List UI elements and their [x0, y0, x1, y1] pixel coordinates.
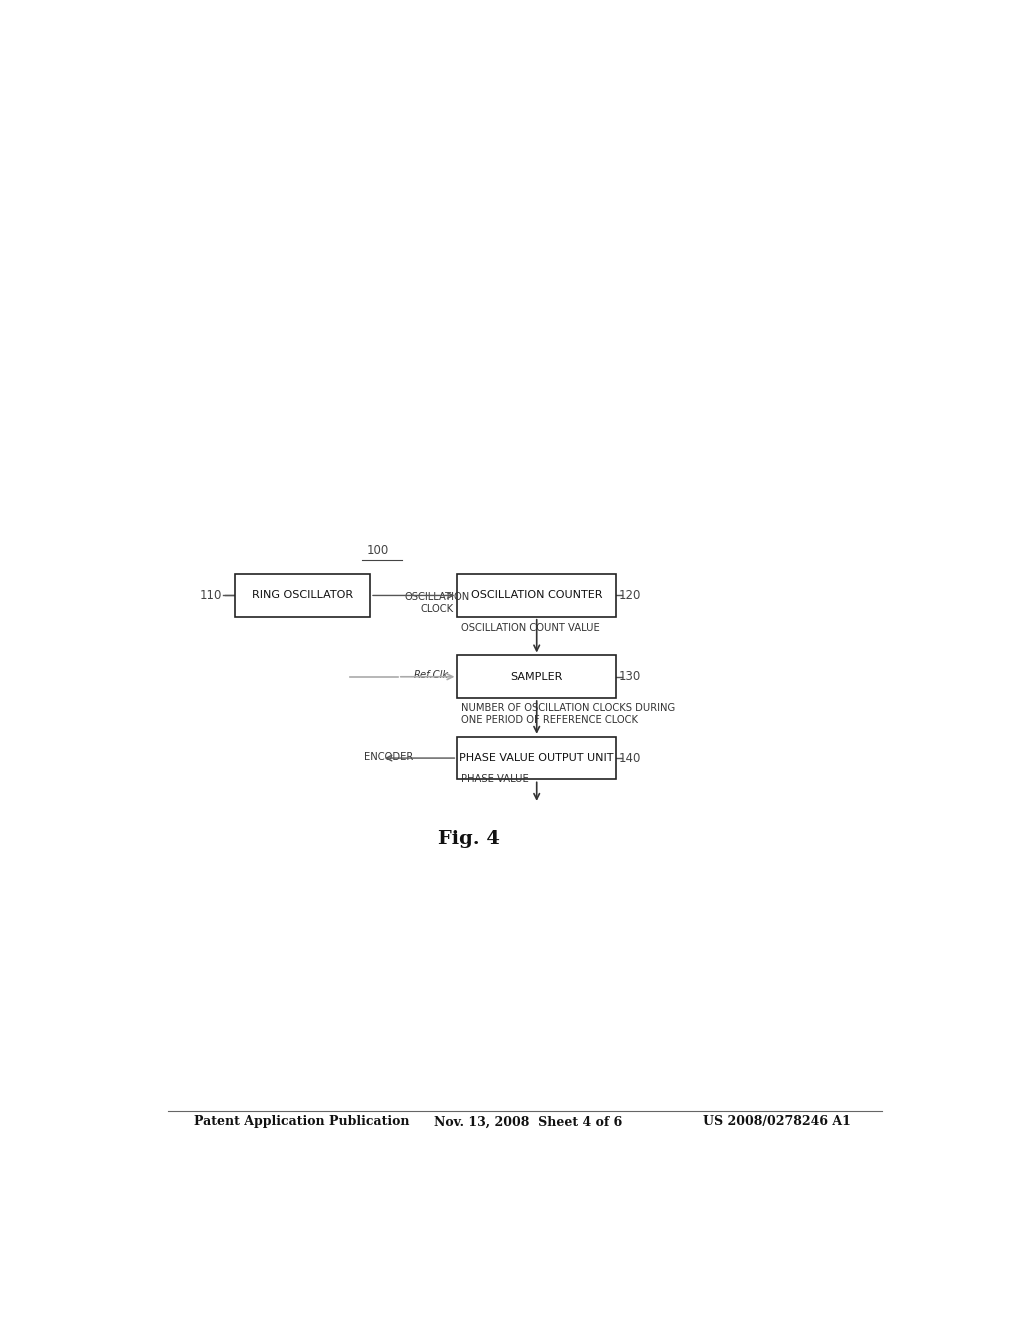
Text: ENCODER: ENCODER: [365, 752, 414, 762]
Text: 130: 130: [618, 671, 641, 684]
Text: OSCILLATION COUNT VALUE: OSCILLATION COUNT VALUE: [461, 623, 600, 632]
Text: US 2008/0278246 A1: US 2008/0278246 A1: [703, 1115, 851, 1129]
Text: NUMBER OF OSCILLATION CLOCKS DURING
ONE PERIOD OF REFERENCE CLOCK: NUMBER OF OSCILLATION CLOCKS DURING ONE …: [461, 704, 676, 725]
Text: 140: 140: [618, 751, 641, 764]
Bar: [236, 574, 370, 616]
Text: Ref.Clk: Ref.Clk: [414, 669, 449, 680]
Text: 100: 100: [367, 544, 389, 557]
Text: OSCILLATION COUNTER: OSCILLATION COUNTER: [471, 590, 602, 601]
Bar: [458, 737, 616, 779]
Text: RING OSCILLATOR: RING OSCILLATOR: [252, 590, 353, 601]
Bar: [458, 574, 616, 616]
Text: PHASE VALUE OUTPUT UNIT: PHASE VALUE OUTPUT UNIT: [460, 754, 614, 763]
Text: 110: 110: [200, 589, 221, 602]
Text: SAMPLER: SAMPLER: [511, 672, 563, 681]
Text: Nov. 13, 2008  Sheet 4 of 6: Nov. 13, 2008 Sheet 4 of 6: [433, 1115, 622, 1129]
Text: Fig. 4: Fig. 4: [438, 830, 500, 849]
Bar: [458, 656, 616, 698]
Text: Patent Application Publication: Patent Application Publication: [194, 1115, 410, 1129]
Text: OSCILLATION
CLOCK: OSCILLATION CLOCK: [404, 593, 470, 614]
Text: PHASE VALUE: PHASE VALUE: [461, 775, 529, 784]
Text: 120: 120: [618, 589, 641, 602]
